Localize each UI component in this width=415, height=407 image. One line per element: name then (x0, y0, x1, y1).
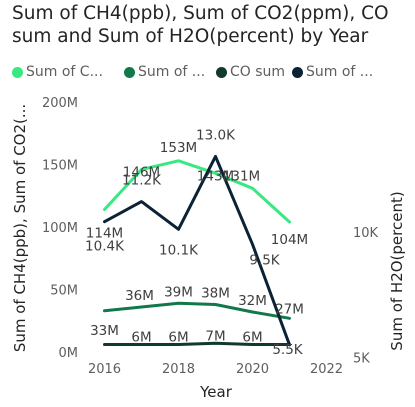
data-label: 32M (238, 293, 267, 309)
y2-axis-ticks: 5K 10K (353, 226, 379, 367)
series-line (103, 159, 291, 224)
y-tick-label: 0M (59, 346, 79, 361)
data-label: 7M (205, 328, 225, 344)
data-label: 36M (125, 288, 154, 304)
data-label: 13.0K (196, 127, 236, 143)
legend-label-co: CO sum (230, 64, 286, 80)
legend-marker-co2 (124, 67, 135, 78)
y-axis-ticks: 0M 50M 100M 150M 200M (42, 96, 78, 361)
x-tick-label: 2020 (236, 362, 269, 377)
data-label: 10.4K (85, 239, 125, 255)
y-tick-label: 50M (50, 284, 78, 299)
data-label: 131M (223, 168, 260, 184)
data-label: 6M (131, 330, 151, 346)
data-label: 10.1K (159, 242, 199, 258)
legend-marker-h2o (292, 67, 303, 78)
data-label: 11.2K (122, 173, 162, 189)
data-label: 153M (160, 140, 197, 156)
data-label: 39M (164, 284, 193, 300)
legend-marker-ch4 (12, 67, 23, 78)
y2-tick-label: 5K (353, 351, 370, 366)
x-axis-ticks: 2016 2018 2020 2022 (88, 362, 343, 377)
data-label: 143M (197, 168, 234, 184)
legend-marker-co (216, 67, 227, 78)
data-label: 9.5K (249, 252, 280, 268)
y2-tick-label: 10K (353, 226, 379, 241)
data-label: 104M (271, 232, 308, 248)
data-label: 114M (86, 226, 123, 242)
x-tick-label: 2022 (310, 362, 343, 377)
data-label: 5.5K (272, 342, 303, 358)
legend-label-h2o: Sum of ... (306, 64, 374, 80)
legend-label-co2: Sum of ... (138, 64, 206, 80)
y-tick-label: 200M (42, 96, 78, 111)
series-line (103, 341, 291, 346)
data-label: 6M (242, 330, 262, 346)
y-axis-title: Sum of CH4(ppb), Sum of CO2(... (11, 104, 29, 352)
legend: Sum of C... Sum of ... CO sum Sum of ... (8, 63, 413, 81)
x-tick-label: 2016 (88, 362, 121, 377)
data-label: 38M (201, 286, 230, 302)
data-label: 33M (90, 323, 119, 339)
x-tick-label: 2018 (162, 362, 195, 377)
data-label: 6M (168, 330, 188, 346)
series-line (103, 301, 291, 320)
data-label: 27M (275, 301, 304, 317)
data-label: 146M (123, 165, 160, 181)
y2-axis-title: Sum of H2O(percent) (388, 191, 406, 350)
x-axis-title: Year (199, 383, 233, 401)
y-tick-label: 150M (42, 159, 78, 174)
series-lines (103, 154, 291, 347)
chart-title: Sum of CH4(ppb), Sum of CO2(ppm), CO sum… (12, 3, 389, 47)
series-line (103, 154, 291, 347)
legend-label-ch4: Sum of C... (26, 64, 103, 80)
y-tick-label: 100M (42, 221, 78, 236)
